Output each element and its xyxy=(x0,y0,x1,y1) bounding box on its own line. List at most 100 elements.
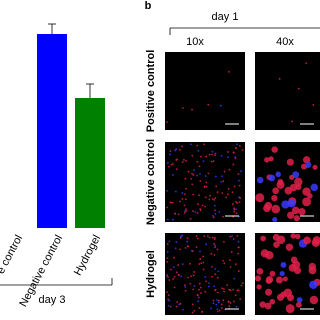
cell-dot xyxy=(208,153,211,156)
cell-dot xyxy=(181,145,183,148)
cell-dot xyxy=(204,205,206,208)
cell-dot xyxy=(168,279,171,281)
cell-dot xyxy=(174,212,176,215)
cell-dot xyxy=(222,180,225,183)
cell-dot xyxy=(223,290,226,293)
cell-dot xyxy=(211,236,214,239)
cell-dot xyxy=(303,236,311,245)
cell-dot xyxy=(185,210,188,212)
cell-dot xyxy=(228,288,231,291)
cell-dot xyxy=(189,262,191,265)
cell-dot xyxy=(179,235,182,238)
cell-dot xyxy=(175,241,178,243)
cell-dot xyxy=(217,301,220,304)
cell-dot xyxy=(199,258,202,260)
cell-dot xyxy=(193,285,196,287)
cell-dot xyxy=(187,245,189,248)
cell-dot xyxy=(231,235,233,238)
cell-dot xyxy=(213,198,216,201)
cell-dot xyxy=(264,302,272,310)
cell-dot xyxy=(183,284,186,287)
cell-dot xyxy=(197,150,200,152)
cell-dot xyxy=(172,174,174,176)
cell-dot xyxy=(193,271,196,273)
cell-dot xyxy=(208,282,210,285)
cell-dot xyxy=(240,170,243,173)
cell-dot xyxy=(293,215,300,222)
cell-dot xyxy=(166,257,169,260)
cell-dot xyxy=(218,309,221,312)
cell-dot xyxy=(202,268,205,271)
cell-dot xyxy=(269,270,276,277)
cell-dot xyxy=(256,267,264,275)
cell-dot xyxy=(233,207,236,210)
cell-dot xyxy=(302,197,312,207)
cell-dot xyxy=(199,209,202,212)
cell-dot xyxy=(203,235,206,237)
cell-dot xyxy=(271,146,278,153)
cell-dot xyxy=(222,259,224,262)
cell-dot xyxy=(205,155,208,158)
row-label: Negative control xyxy=(145,139,157,225)
cell-dot xyxy=(197,296,200,299)
cell-dot xyxy=(175,159,178,161)
cell-dot xyxy=(166,218,169,221)
cell-dot xyxy=(181,161,184,164)
cell-dot xyxy=(305,161,312,168)
cell-dot xyxy=(199,286,202,289)
cell-dot xyxy=(169,150,172,153)
cell-dot xyxy=(177,264,180,266)
cell-dot xyxy=(287,211,295,219)
cell-dot xyxy=(183,211,186,214)
cell-dot xyxy=(286,158,294,166)
cell-dot xyxy=(184,286,187,288)
cell-dot xyxy=(168,165,170,168)
cell-dot xyxy=(166,260,169,263)
cell-dot xyxy=(305,62,308,64)
cell-dot xyxy=(220,154,223,157)
cell-dot xyxy=(234,294,237,297)
cell-dot xyxy=(272,217,278,223)
cell-dot xyxy=(271,204,281,214)
cell-dot xyxy=(216,191,219,193)
cell-dot xyxy=(207,103,210,106)
cell-dot xyxy=(227,188,230,190)
cell-dot xyxy=(208,236,211,239)
cell-dot xyxy=(214,175,217,178)
cell-dot xyxy=(213,242,215,245)
cell-dot xyxy=(215,303,218,306)
cell-dot xyxy=(203,186,206,189)
cell-dot xyxy=(166,243,169,245)
cell-dot xyxy=(216,276,219,279)
micrograph xyxy=(165,142,245,222)
cell-dot xyxy=(199,250,201,253)
cell-dot xyxy=(202,160,205,163)
cell-dot xyxy=(290,233,297,239)
cell-dot xyxy=(173,256,175,259)
cell-dot xyxy=(210,307,212,310)
cell-dot xyxy=(192,210,194,212)
cell-dot xyxy=(198,307,201,309)
cell-dot xyxy=(196,212,199,214)
cell-dot xyxy=(166,291,168,294)
cell-dot xyxy=(182,107,184,109)
cell-dot xyxy=(214,152,217,155)
cell-dot xyxy=(207,172,210,175)
cell-dot xyxy=(190,178,193,180)
cell-dot xyxy=(173,286,176,289)
cell-dot xyxy=(218,210,221,213)
cell-dot xyxy=(287,199,296,208)
cell-dot xyxy=(201,204,204,207)
cell-dot xyxy=(168,299,171,302)
cell-dot xyxy=(198,194,201,197)
cell-dot xyxy=(214,244,217,247)
cell-dot xyxy=(201,310,203,313)
cell-dot xyxy=(198,288,200,291)
cell-dot xyxy=(183,158,185,161)
cell-dot xyxy=(198,165,201,168)
cell-dot xyxy=(284,186,293,195)
cell-dot xyxy=(212,160,215,162)
cell-dot xyxy=(208,285,210,288)
cell-dot xyxy=(216,248,219,251)
